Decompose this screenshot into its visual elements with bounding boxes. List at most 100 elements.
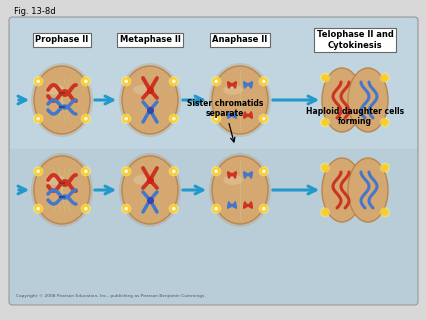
Circle shape (322, 210, 327, 215)
Ellipse shape (321, 68, 361, 132)
Circle shape (380, 118, 389, 127)
Circle shape (259, 204, 268, 213)
Circle shape (121, 204, 130, 213)
Circle shape (259, 167, 268, 176)
Ellipse shape (31, 63, 93, 137)
Ellipse shape (133, 85, 153, 95)
Ellipse shape (31, 153, 93, 227)
Ellipse shape (122, 66, 178, 134)
Circle shape (35, 168, 41, 174)
Circle shape (172, 207, 175, 210)
Ellipse shape (208, 63, 271, 137)
Circle shape (81, 114, 90, 123)
Circle shape (35, 78, 41, 84)
Text: Sister chromatids
separate: Sister chromatids separate (187, 99, 262, 142)
Ellipse shape (133, 175, 153, 185)
Circle shape (260, 116, 266, 122)
Circle shape (83, 78, 89, 84)
Ellipse shape (321, 158, 361, 222)
Circle shape (322, 165, 327, 170)
Circle shape (34, 114, 43, 123)
Circle shape (169, 77, 178, 86)
Ellipse shape (347, 68, 387, 132)
Circle shape (172, 117, 175, 120)
Circle shape (169, 167, 178, 176)
Circle shape (125, 117, 127, 120)
Circle shape (381, 210, 387, 215)
Circle shape (215, 170, 217, 172)
Ellipse shape (223, 85, 242, 95)
Circle shape (211, 167, 220, 176)
Ellipse shape (34, 66, 90, 134)
Circle shape (170, 78, 176, 84)
Circle shape (320, 163, 329, 172)
Circle shape (172, 170, 175, 172)
Text: Fig. 13-8d: Fig. 13-8d (14, 7, 55, 16)
Circle shape (34, 204, 43, 213)
Circle shape (37, 80, 39, 83)
Circle shape (123, 116, 129, 122)
Circle shape (123, 78, 129, 84)
Circle shape (213, 116, 219, 122)
Circle shape (37, 117, 39, 120)
Circle shape (123, 168, 129, 174)
Circle shape (213, 168, 219, 174)
Circle shape (125, 207, 127, 210)
Circle shape (213, 78, 219, 84)
Circle shape (262, 117, 265, 120)
FancyBboxPatch shape (9, 17, 417, 305)
Circle shape (172, 80, 175, 83)
Circle shape (170, 168, 176, 174)
Circle shape (34, 77, 43, 86)
Circle shape (380, 208, 389, 217)
Circle shape (35, 116, 41, 122)
Circle shape (215, 207, 217, 210)
Circle shape (320, 208, 329, 217)
Circle shape (381, 165, 387, 170)
Circle shape (84, 207, 87, 210)
Circle shape (121, 77, 130, 86)
Circle shape (320, 73, 329, 82)
Circle shape (380, 73, 389, 82)
Circle shape (84, 80, 87, 83)
Ellipse shape (119, 63, 181, 137)
Circle shape (259, 77, 268, 86)
Circle shape (170, 206, 176, 212)
Ellipse shape (119, 153, 181, 227)
Text: Prophase II: Prophase II (35, 36, 89, 44)
Text: Metaphase II: Metaphase II (119, 36, 180, 44)
Circle shape (322, 75, 327, 80)
Text: Telophase II and
Cytokinesis: Telophase II and Cytokinesis (316, 30, 392, 50)
Text: Anaphase II: Anaphase II (212, 36, 267, 44)
Circle shape (380, 163, 389, 172)
Ellipse shape (45, 175, 65, 185)
Circle shape (84, 117, 87, 120)
Ellipse shape (45, 85, 65, 95)
Circle shape (81, 204, 90, 213)
Circle shape (262, 80, 265, 83)
Circle shape (259, 114, 268, 123)
Ellipse shape (122, 156, 178, 224)
Circle shape (84, 170, 87, 172)
Circle shape (169, 204, 178, 213)
Circle shape (169, 114, 178, 123)
Circle shape (215, 80, 217, 83)
Circle shape (260, 168, 266, 174)
Ellipse shape (211, 156, 268, 224)
Circle shape (37, 170, 39, 172)
Circle shape (170, 116, 176, 122)
Ellipse shape (211, 66, 268, 134)
Circle shape (260, 206, 266, 212)
Circle shape (125, 80, 127, 83)
Circle shape (34, 167, 43, 176)
Text: Copyright © 2008 Pearson Education, Inc., publishing as Pearson Benjamin Cumming: Copyright © 2008 Pearson Education, Inc.… (16, 294, 204, 298)
Circle shape (211, 114, 220, 123)
Text: Haploid daughter cells
forming: Haploid daughter cells forming (305, 107, 403, 126)
Circle shape (215, 117, 217, 120)
Circle shape (322, 120, 327, 125)
Circle shape (37, 207, 39, 210)
FancyBboxPatch shape (10, 18, 416, 149)
Circle shape (211, 77, 220, 86)
Circle shape (125, 170, 127, 172)
Circle shape (262, 207, 265, 210)
